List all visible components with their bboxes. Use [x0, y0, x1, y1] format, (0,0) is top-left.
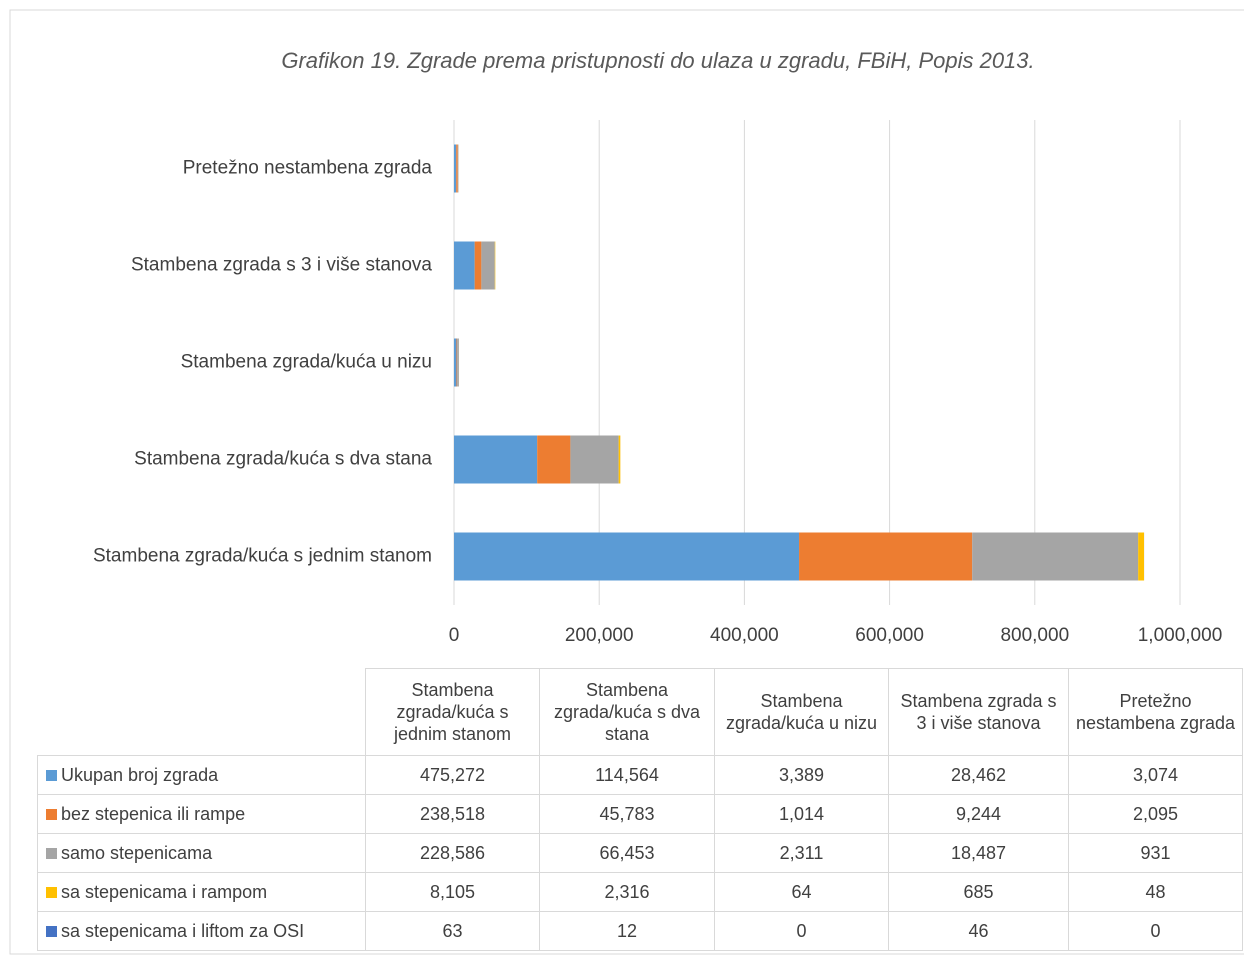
y-tick-label: Stambena zgrada s 3 i više stanova [131, 255, 432, 276]
bar-segment [454, 241, 475, 290]
column-header: Stambena zgrada/kuća s dva stana [539, 668, 715, 756]
bar-segment [457, 144, 459, 193]
bar-segment [454, 338, 457, 387]
value-cell: 114,564 [539, 755, 715, 795]
value-cell: 48 [1068, 872, 1243, 912]
bar-segment [454, 144, 457, 193]
legend-label: bez stepenica ili rampe [61, 803, 246, 824]
row-header: sa stepenicama i rampom [37, 872, 366, 912]
value-cell: 685 [888, 872, 1069, 912]
legend-label: sa stepenicama i liftom za OSI [61, 920, 305, 941]
header-row: Stambena zgrada/kuća s jednim stanom Stam… [37, 668, 1243, 756]
bar-segment [1138, 532, 1145, 581]
legend-key [46, 808, 57, 820]
x-tick-label: 600,000 [855, 625, 924, 646]
legend-label: Ukupan broj zgrada [61, 764, 219, 785]
column-header: Pretežno nestambena zgrada [1068, 668, 1243, 756]
chart-frame [9, 9, 1244, 955]
x-tick-label: 200,000 [565, 625, 634, 646]
value-cell: 8,105 [365, 872, 540, 912]
y-tick-label: Stambena zgrada/kuća u nizu [181, 352, 432, 373]
x-tick-label: 0 [449, 625, 460, 646]
value-cell: 238,518 [365, 794, 540, 834]
y-tick-label: Stambena zgrada/kuća s jednim stanom [93, 546, 432, 567]
y-tick-label: Stambena zgrada/kuća s dva stana [134, 449, 432, 470]
x-tick-label: 400,000 [710, 625, 779, 646]
column-header: Stambena zgrada/kuća u nizu [714, 668, 889, 756]
legend-label: sa stepenicama i rampom [61, 881, 268, 902]
value-cell: 18,487 [888, 833, 1069, 873]
row-header: sa stepenicama i liftom za OSI [37, 911, 366, 951]
value-cell: 3,074 [1068, 755, 1243, 795]
legend-key [46, 847, 57, 859]
value-cell: 1,014 [714, 794, 889, 834]
data-row: sa stepenicama i rampom 8,105 2,316 64 685 48 [37, 872, 1243, 912]
value-cell: 228,586 [365, 833, 540, 873]
x-tick-label: 1,000,000 [1138, 625, 1223, 646]
bar-segment [972, 532, 1139, 581]
data-row: sa stepenicama i liftom za OSI 63 12 0 46 0 [37, 911, 1243, 951]
value-cell: 2,311 [714, 833, 889, 873]
x-tick-label: 800,000 [1000, 625, 1069, 646]
row-header: Ukupan broj zgrada [37, 755, 366, 795]
empty-cell [37, 668, 366, 756]
value-cell: 2,316 [539, 872, 715, 912]
value-cell: 28,462 [888, 755, 1069, 795]
value-cell: 64 [714, 872, 889, 912]
legend-key [46, 925, 57, 937]
bar-segment [456, 338, 458, 387]
column-header: Stambena zgrada s 3 i više stanova [888, 668, 1069, 756]
row-header: bez stepenica ili rampe [37, 794, 366, 834]
bar-segment [537, 435, 571, 484]
legend-key [46, 886, 57, 898]
bar-segment [481, 241, 495, 290]
row-header: samo stepenicama [37, 833, 366, 873]
bar-segment [454, 532, 800, 581]
bar-segment [799, 532, 973, 581]
data-row: samo stepenicama 228,586 66,453 2,311 18,487… [37, 833, 1243, 873]
value-cell: 66,453 [539, 833, 715, 873]
value-cell: 931 [1068, 833, 1243, 873]
bar-segment [618, 435, 621, 484]
bar-segment [570, 435, 619, 484]
value-cell: 45,783 [539, 794, 715, 834]
value-cell: 46 [888, 911, 1069, 951]
value-cell: 0 [1068, 911, 1243, 951]
bar-segment [457, 338, 459, 387]
value-cell: 3,389 [714, 755, 889, 795]
bar-segment [474, 241, 482, 290]
data-table: Stambena zgrada/kuća s jednim stanom Stam… [37, 668, 1243, 951]
legend-label: samo stepenicama [61, 842, 213, 863]
value-cell: 0 [714, 911, 889, 951]
chart-title: Grafikon 19. Zgrade prema pristupnosti d… [281, 48, 1034, 73]
value-cell: 12 [539, 911, 715, 951]
value-cell: 9,244 [888, 794, 1069, 834]
bar-segment [456, 144, 458, 193]
bar-segment [454, 435, 538, 484]
column-header: Stambena zgrada/kuća s jednim stanom [365, 668, 540, 756]
y-tick-label: Pretežno nestambena zgrada [183, 158, 433, 179]
legend-key [46, 769, 57, 781]
data-row: Ukupan broj zgrada 475,272 114,564 3,389 28,… [37, 755, 1243, 795]
value-cell: 63 [365, 911, 540, 951]
value-cell: 475,272 [365, 755, 540, 795]
value-cell: 2,095 [1068, 794, 1243, 834]
data-row: bez stepenica ili rampe 238,518 45,783 1,01… [37, 794, 1243, 834]
